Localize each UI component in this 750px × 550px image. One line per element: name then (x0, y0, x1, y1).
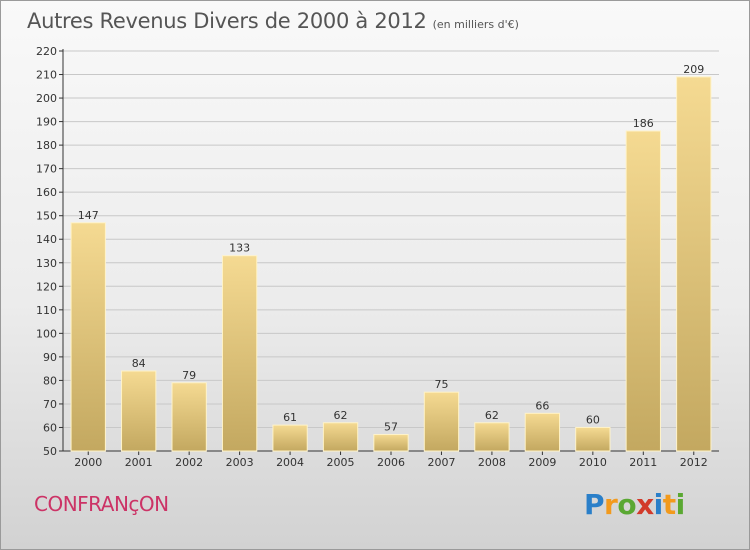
y-tick-label: 50 (43, 445, 57, 458)
x-tick-label: 2005 (327, 456, 355, 469)
title-block: Autres Revenus Divers de 2000 à 2012 (en … (27, 9, 519, 33)
proxiti-logo: Proxiti (584, 488, 685, 521)
bars (70, 76, 712, 452)
data-label: 66 (535, 399, 549, 412)
bar (625, 130, 661, 452)
y-tick-label: 60 (43, 421, 57, 434)
commune-name: CONFRANçON (34, 492, 169, 516)
x-tick-label: 2008 (478, 456, 506, 469)
data-label: 75 (434, 378, 448, 391)
y-tick-label: 100 (36, 327, 57, 340)
gridlines (63, 50, 719, 452)
data-label: 57 (384, 421, 398, 434)
x-tick-label: 2000 (74, 456, 102, 469)
bar (676, 76, 712, 452)
labels: 50 60 70 80 90 100 110 120 130 140 150 160 170 180 190… (36, 45, 708, 469)
bar (70, 222, 106, 452)
y-tick-label: 80 (43, 374, 57, 387)
bar (474, 422, 510, 452)
x-tick-label: 2003 (226, 456, 254, 469)
y-tick-label: 190 (36, 116, 57, 129)
bar (373, 434, 409, 452)
data-label: 60 (586, 413, 600, 426)
y-tick-label: 150 (36, 210, 57, 223)
y-tick-label: 170 (36, 163, 57, 176)
bar (322, 422, 359, 452)
y-tick-label: 200 (36, 92, 57, 105)
data-label: 147 (78, 209, 99, 222)
y-tick-label: 210 (36, 69, 57, 82)
logo-letter: t (662, 488, 676, 521)
chart-subtitle: (en milliers d'€) (432, 18, 519, 31)
y-tick-label: 160 (36, 186, 57, 199)
logo-letter: r (604, 488, 618, 521)
x-tick-label: 2011 (629, 456, 657, 469)
x-tick-label: 2006 (377, 456, 405, 469)
data-label: 133 (229, 242, 250, 255)
data-label: 186 (633, 117, 654, 130)
x-tick-label: 2010 (579, 456, 607, 469)
x-tick-label: 2002 (175, 456, 203, 469)
bar (272, 424, 308, 452)
logo-letter: i (653, 488, 664, 521)
x-tick-label: 2009 (528, 456, 556, 469)
y-tick-label: 180 (36, 139, 57, 152)
bar (524, 412, 561, 452)
logo-letter: o (617, 488, 637, 521)
axes (59, 49, 719, 455)
bar (221, 255, 258, 452)
y-tick-label: 140 (36, 233, 57, 246)
x-tick-label: 2001 (125, 456, 153, 469)
data-label: 62 (485, 409, 499, 422)
y-tick-label: 90 (43, 351, 57, 364)
bar (423, 391, 460, 452)
logo-letter: x (636, 488, 654, 521)
logo-letter: i (675, 488, 686, 521)
bar (575, 426, 611, 452)
y-tick-label: 220 (36, 45, 57, 58)
x-tick-label: 2012 (680, 456, 708, 469)
data-label: 79 (182, 369, 196, 382)
chart-title: Autres Revenus Divers de 2000 à 2012 (27, 9, 427, 33)
y-tick-label: 110 (36, 304, 57, 317)
bar (171, 382, 207, 452)
data-label: 61 (283, 411, 297, 424)
x-tick-label: 2004 (276, 456, 304, 469)
data-label: 62 (334, 409, 348, 422)
y-tick-label: 120 (36, 280, 57, 293)
data-label: 209 (683, 63, 704, 76)
logo-letter: P (584, 488, 605, 521)
y-tick-label: 70 (43, 398, 57, 411)
y-tick-label: 130 (36, 257, 57, 270)
data-label: 84 (132, 357, 146, 370)
x-tick-label: 2007 (427, 456, 455, 469)
bar (121, 370, 157, 452)
